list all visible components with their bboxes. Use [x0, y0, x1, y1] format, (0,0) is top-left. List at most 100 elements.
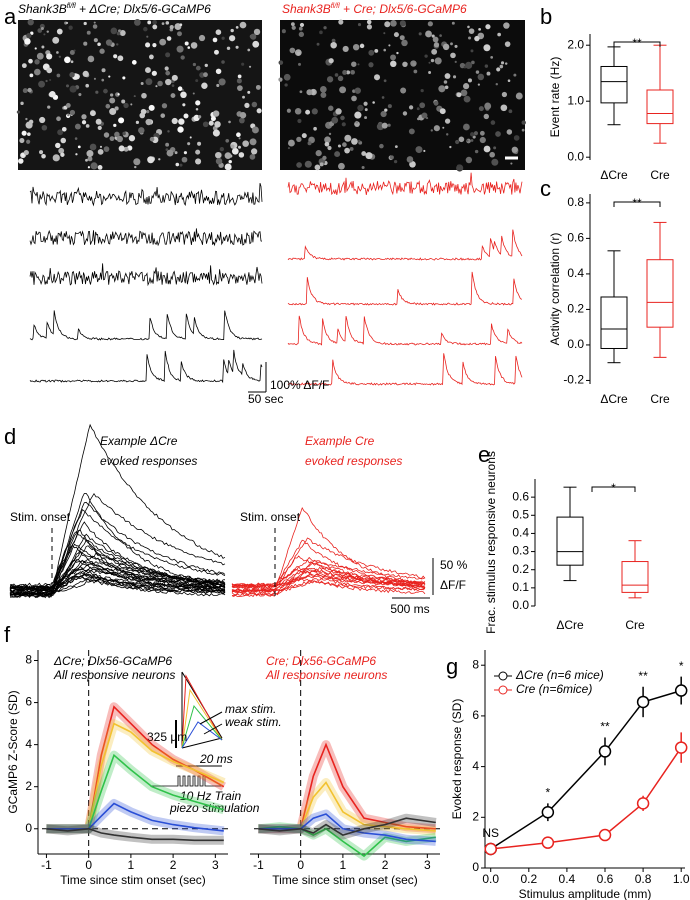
y-axis-label: Evoked response (SD)	[450, 699, 464, 820]
cell	[326, 76, 334, 83]
cell	[39, 116, 46, 124]
y-tick-label: 0	[472, 860, 479, 874]
cell	[34, 47, 37, 50]
trace	[231, 559, 426, 590]
cell	[457, 164, 461, 168]
trace	[29, 349, 263, 384]
cell	[433, 125, 440, 132]
cell	[174, 151, 178, 155]
cell	[307, 141, 312, 146]
sup: fl/fl	[331, 3, 340, 10]
cell	[221, 60, 225, 64]
line	[490, 747, 682, 850]
sig-bracket	[613, 41, 661, 47]
d-title: evoked responses	[100, 454, 197, 468]
cell	[218, 78, 226, 86]
cell	[402, 61, 408, 67]
cell	[34, 68, 41, 76]
cell	[57, 129, 64, 136]
cell	[399, 35, 405, 41]
annotation: *	[679, 659, 684, 673]
cell	[165, 148, 169, 151]
cell	[166, 149, 174, 157]
y-tick-label: -0.2	[563, 373, 584, 387]
cell	[478, 106, 484, 112]
y-tick-label: 2.0	[567, 37, 584, 51]
cell	[87, 55, 95, 63]
cell	[431, 34, 435, 38]
cell	[294, 107, 302, 115]
cell	[306, 89, 313, 96]
category-label: ΔCre	[556, 618, 584, 632]
cell	[26, 33, 32, 39]
cell	[513, 135, 520, 141]
cell	[364, 116, 368, 120]
cell	[278, 77, 283, 82]
cell	[22, 88, 28, 94]
cell	[338, 19, 344, 25]
cell	[328, 58, 334, 64]
cell	[423, 149, 426, 153]
cell	[95, 90, 99, 94]
cell	[183, 151, 187, 155]
cell	[442, 43, 450, 51]
cell	[337, 75, 344, 82]
cell	[504, 62, 508, 65]
cell	[65, 84, 70, 88]
panel-label: f	[4, 622, 11, 647]
cell	[452, 75, 457, 79]
title: Shank3Bfl/fl + ΔCre; Dlx5/6-GCaMP6	[18, 2, 211, 16]
cell	[373, 74, 381, 81]
cell	[45, 79, 48, 83]
sig-label: *	[611, 481, 616, 495]
marker	[598, 828, 612, 842]
cell	[247, 48, 251, 52]
cell	[298, 26, 303, 31]
cell	[146, 110, 150, 114]
trace	[29, 228, 263, 247]
cell	[291, 25, 296, 30]
cell	[117, 93, 120, 96]
cell	[455, 139, 460, 145]
cell	[85, 158, 88, 162]
scale-label: ΔF/F	[440, 578, 466, 592]
cell	[97, 148, 104, 155]
cell	[450, 52, 456, 59]
cell	[484, 64, 489, 68]
cell	[474, 35, 480, 42]
sig-bracket	[613, 201, 661, 207]
cell	[387, 123, 391, 127]
legend-marker	[498, 685, 508, 695]
cell	[99, 145, 103, 148]
cell	[110, 93, 114, 97]
cell	[228, 120, 231, 124]
cell	[69, 85, 77, 93]
cell	[27, 19, 34, 26]
y-axis-label: GCaMP6 Z-Score (SD)	[6, 690, 20, 813]
cell	[169, 25, 174, 30]
cell	[357, 63, 360, 66]
cell	[471, 60, 475, 65]
cell	[513, 73, 517, 77]
legend-label: ΔCre (n=6 mice)	[515, 668, 604, 682]
cell	[110, 27, 118, 35]
cell	[497, 32, 501, 37]
cell	[113, 123, 117, 128]
cell	[361, 165, 365, 169]
cell	[465, 61, 473, 69]
trace	[9, 508, 226, 587]
cell	[319, 162, 324, 167]
cell	[184, 41, 189, 46]
cell	[119, 29, 126, 37]
cell	[181, 89, 184, 92]
cell	[503, 22, 510, 29]
cell	[444, 118, 451, 124]
sig-label: **	[632, 36, 642, 50]
cell	[311, 108, 318, 115]
cell	[383, 48, 387, 52]
cell	[467, 25, 470, 29]
y-tick-label: 0.3	[512, 544, 529, 558]
cell	[387, 104, 392, 109]
panel-label: e	[478, 442, 490, 467]
cell	[357, 139, 361, 143]
